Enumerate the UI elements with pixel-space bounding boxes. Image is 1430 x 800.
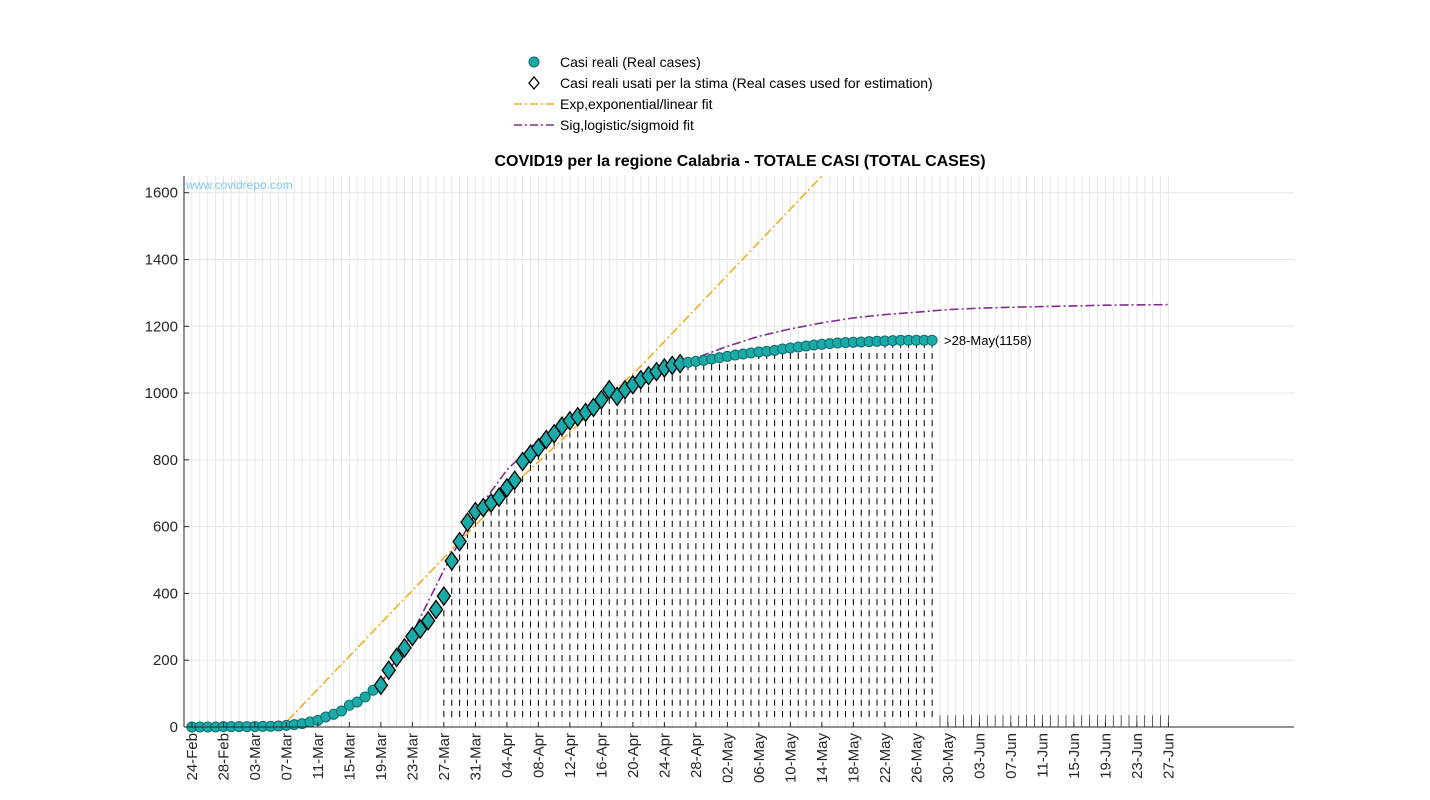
x-tick-label: 23-Jun bbox=[1129, 733, 1146, 779]
x-tick-label: 11-Mar bbox=[310, 733, 327, 779]
vertical-ticks bbox=[443, 341, 1169, 727]
diamond-data-point bbox=[397, 637, 412, 658]
diamond-data-point bbox=[420, 610, 436, 631]
y-tick-label: 1000 bbox=[145, 385, 178, 402]
x-tick-label: 03-Mar bbox=[247, 733, 264, 781]
x-tick-label: 10-May bbox=[782, 733, 799, 784]
diamond-data-point bbox=[381, 660, 397, 681]
x-tick-label: 19-Mar bbox=[373, 733, 390, 781]
y-tick-label: 400 bbox=[153, 585, 178, 602]
y-tick-label: 800 bbox=[153, 452, 178, 469]
diamond-data-point bbox=[373, 675, 389, 696]
x-tick-label: 30-May bbox=[940, 733, 957, 784]
legend-item-exp-fit: Exp,exponential/linear fit bbox=[508, 94, 713, 114]
grid-lines bbox=[184, 176, 1294, 728]
x-tick-label: 24-Feb bbox=[184, 733, 201, 781]
x-tick-label: 24-Apr bbox=[656, 733, 673, 778]
y-tick-label: 1400 bbox=[145, 251, 178, 268]
data-points bbox=[186, 334, 938, 733]
y-tick-label: 1600 bbox=[145, 185, 178, 202]
x-tick-label: 19-Jun bbox=[1097, 733, 1114, 779]
circle-data-point bbox=[336, 705, 347, 717]
x-tick-label: 04-Apr bbox=[499, 733, 516, 778]
axes: 0 200 400 600 800 1000 1200 1400 1600 24-Feb 28-Fe… bbox=[145, 176, 1294, 783]
chart-title: COVID19 per la regione Calabria - TOTALE… bbox=[494, 153, 985, 170]
diamond-data-point bbox=[507, 470, 523, 491]
x-tick-label: 28-Apr bbox=[688, 733, 705, 778]
diamond-data-point bbox=[594, 389, 609, 410]
x-tick-label: 11-Jun bbox=[1034, 733, 1051, 778]
y-tick-label: 0 bbox=[170, 719, 178, 736]
diamond-data-point bbox=[444, 550, 460, 572]
legend-item-real-cases: Casi reali (Real cases) bbox=[508, 52, 701, 72]
x-tick-label: 18-May bbox=[845, 733, 862, 784]
sig-fit-line bbox=[254, 303, 1169, 727]
diamond-data-point bbox=[436, 585, 452, 607]
x-tick-label: 23-Mar bbox=[404, 733, 421, 781]
circle-data-point bbox=[359, 691, 371, 703]
circle-data-point bbox=[926, 334, 938, 346]
x-tick-label: 03-Jun bbox=[971, 733, 988, 779]
watermark: www.covidrepo.com bbox=[185, 178, 293, 192]
x-tick-label: 07-Mar bbox=[278, 733, 295, 781]
x-tick-label: 15-Mar bbox=[341, 733, 358, 781]
diamond-data-point bbox=[491, 487, 507, 508]
diamond-data-point bbox=[531, 437, 546, 458]
x-tick-label: 31-Mar bbox=[467, 733, 484, 781]
dashdot-line-icon bbox=[514, 103, 554, 105]
x-tick-label: 14-May bbox=[814, 733, 831, 784]
legend-label: Exp,exponential/linear fit bbox=[560, 96, 713, 112]
diamond-data-point bbox=[412, 619, 428, 640]
diamond-data-point bbox=[460, 512, 475, 533]
x-tick-label: 20-Apr bbox=[625, 733, 642, 778]
y-tick-label: 600 bbox=[153, 519, 178, 536]
x-tick-label: 02-May bbox=[719, 733, 736, 784]
dashdot-line-icon bbox=[514, 124, 554, 126]
x-tick-label: 15-Jun bbox=[1066, 733, 1083, 779]
diamond-data-point bbox=[389, 647, 404, 668]
x-tick-label: 06-May bbox=[751, 733, 768, 784]
circle-marker-icon bbox=[528, 56, 540, 68]
legend: Casi reali (Real cases) Casi reali usati… bbox=[508, 52, 978, 136]
legend-label: Casi reali usati per la stima (Real case… bbox=[560, 75, 933, 91]
y-tick-label: 1200 bbox=[145, 318, 178, 335]
x-tick-label: 28-Feb bbox=[215, 733, 232, 781]
x-tick-label: 27-Jun bbox=[1160, 733, 1177, 779]
fit-lines bbox=[254, 176, 1169, 727]
x-tick-label: 08-Apr bbox=[530, 733, 547, 778]
diamond-data-point bbox=[452, 531, 467, 552]
x-tick-label: 16-Apr bbox=[593, 733, 610, 778]
last-value-annotation: >28-May(1158) bbox=[944, 333, 1032, 348]
legend-label: Sig,logistic/sigmoid fit bbox=[560, 117, 694, 133]
legend-label: Casi reali (Real cases) bbox=[560, 54, 701, 70]
diamond-data-point bbox=[428, 599, 444, 620]
x-tick-label: 12-Apr bbox=[562, 733, 579, 778]
x-tick-label: 27-Mar bbox=[436, 733, 453, 781]
legend-item-estimation-cases: Casi reali usati per la stima (Real case… bbox=[508, 73, 933, 93]
x-tick-label: 22-May bbox=[877, 733, 894, 784]
y-tick-label: 200 bbox=[153, 652, 178, 669]
x-tick-label: 26-May bbox=[908, 733, 925, 784]
diamond-marker-icon bbox=[528, 75, 540, 91]
x-tick-label: 07-Jun bbox=[1003, 733, 1020, 779]
circle-data-point bbox=[351, 696, 363, 708]
legend-item-sig-fit: Sig,logistic/sigmoid fit bbox=[508, 115, 694, 135]
